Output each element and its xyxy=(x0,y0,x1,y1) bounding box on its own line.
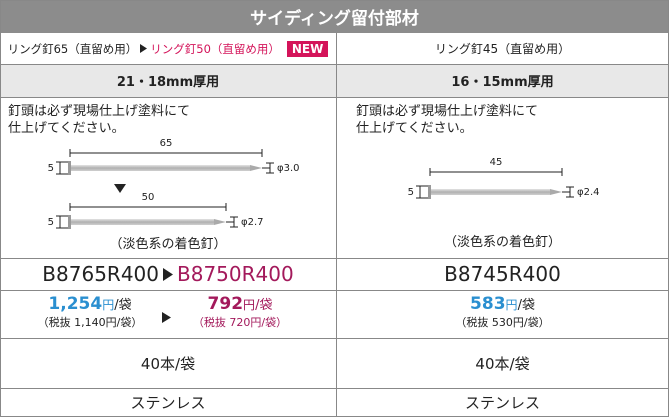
note-line: 仕上げてください。 xyxy=(8,121,125,136)
quantity: 40本/袋 xyxy=(475,354,530,373)
note-line: 釘頭は必ず現場仕上げ塗料にて xyxy=(356,104,539,119)
nail-body xyxy=(430,189,550,195)
price-amount: 1,254 xyxy=(48,294,103,314)
nail-body xyxy=(70,165,250,171)
diameter: φ2.4 xyxy=(577,187,600,198)
color-note: （淡色系の着色釘） xyxy=(109,236,227,252)
nail-tip xyxy=(214,219,226,225)
nail-length: 50 xyxy=(142,192,155,203)
material: ステンレス xyxy=(130,394,206,412)
head-size: 5 xyxy=(48,217,54,228)
price: 1,254円/袋 （税抜 1,140円/袋） xyxy=(20,294,160,330)
arrow xyxy=(163,267,173,281)
tax-excluded: （税抜 530円/袋） xyxy=(455,316,550,329)
nail-tip xyxy=(550,189,562,195)
color-note: （淡色系の着色釘） xyxy=(443,234,561,250)
nail-length: 45 xyxy=(490,157,503,168)
diameter: φ3.0 xyxy=(277,163,300,174)
arrow xyxy=(140,44,148,53)
quantity: 40本/袋 xyxy=(140,354,196,373)
note: 釘頭は必ず現場仕上げ塗料にて 仕上げてください。 xyxy=(8,103,190,137)
nail-body xyxy=(70,219,214,225)
price-currency: 円 xyxy=(505,298,518,312)
product-code: B8745R400 xyxy=(444,262,561,286)
head-size: 5 xyxy=(48,163,54,174)
nail-tip xyxy=(250,165,262,171)
code-cell: B8765R400 B8750R400 xyxy=(0,258,336,290)
nail-head xyxy=(428,185,431,199)
tax-excluded: （税抜 1,140円/袋） xyxy=(37,316,143,329)
price-per: /袋 xyxy=(517,298,535,313)
note-line: 釘頭は必ず現場仕上げ塗料にて xyxy=(8,104,191,119)
table-title: サイディング留付部材 xyxy=(0,0,669,33)
thickness: 21・18mm厚用 xyxy=(116,75,220,90)
arrow-down xyxy=(114,184,126,193)
nail-head xyxy=(68,161,71,175)
diameter: φ2.7 xyxy=(241,217,264,228)
head-size: 5 xyxy=(408,187,414,198)
material: ステンレス xyxy=(464,394,540,412)
price-amount: 792 xyxy=(207,294,244,314)
thickness: 16・15mm厚用 xyxy=(451,75,554,90)
product-code: B8765R400 xyxy=(42,262,159,286)
note: 釘頭は必ず現場仕上げ塗料にて 仕上げてください。 xyxy=(356,103,538,137)
tax-excluded: （税抜 720円/袋） xyxy=(192,316,288,329)
nail-head xyxy=(68,215,71,229)
new-badge: NEW xyxy=(286,40,329,57)
product-code: B8750R400 xyxy=(177,262,294,286)
nail-length: 65 xyxy=(160,138,173,149)
price-per: /袋 xyxy=(114,298,132,313)
price: 583円/袋 （税抜 530円/袋） xyxy=(336,294,669,330)
arrow xyxy=(162,312,171,323)
product-name: リング釘45（直留め用） xyxy=(434,42,571,56)
price-amount: 583 xyxy=(470,294,506,314)
price-per: /袋 xyxy=(255,298,273,313)
price: 792円/袋 （税抜 720円/袋） xyxy=(175,294,305,330)
note-line: 仕上げてください。 xyxy=(356,121,473,136)
price-currency: 円 xyxy=(243,298,256,312)
product-name: リング釘65（直留め用） xyxy=(7,41,138,56)
price-currency: 円 xyxy=(102,298,115,312)
product-name: リング釘50（直留め用） xyxy=(150,41,280,56)
product-cell: リング釘65（直留め用） リング釘50（直留め用） NEW xyxy=(0,33,336,64)
